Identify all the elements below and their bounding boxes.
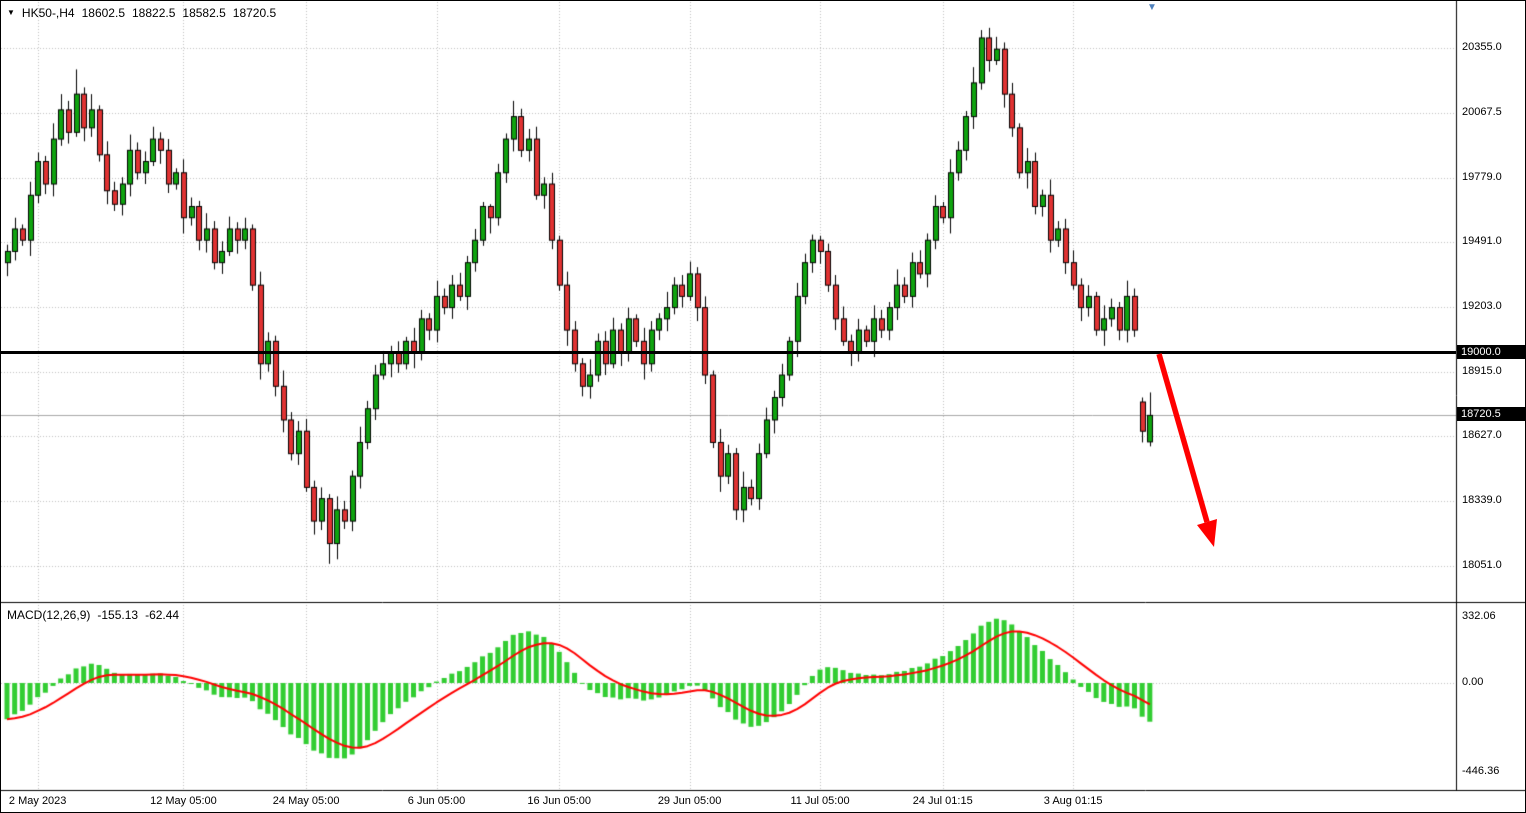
chart-shift-marker-icon: ▼ (1147, 2, 1157, 13)
high-value: 18822.5 (132, 6, 176, 20)
macd-main-value: -155.13 (97, 608, 139, 622)
price-tick-label: 18339.0 (1462, 494, 1502, 507)
close-value: 18720.5 (232, 6, 277, 20)
macd-axis-label: -446.36 (1462, 765, 1500, 778)
price-tick-label: 18051.0 (1462, 558, 1502, 571)
current-price-badge: 18720.5 (1457, 407, 1525, 422)
time-axis-label: 16 Jun 05:00 (527, 795, 592, 807)
macd-signal-value: -62.44 (145, 608, 180, 622)
horizontal-line-annotation[interactable] (1, 351, 1456, 355)
time-axis-label: 6 Jun 05:00 (407, 795, 466, 807)
price-tick-label: 19491.0 (1462, 235, 1502, 248)
price-tick-label: 20067.5 (1462, 105, 1502, 118)
macd-indicator-header: MACD(12,26,9) -155.13 -62.44 (7, 608, 179, 622)
time-axis-label: 24 Jul 01:15 (912, 795, 973, 807)
price-tick-label: 18915.0 (1462, 364, 1502, 377)
time-axis-label: 2 May 2023 (8, 795, 67, 807)
ohlc-toggle-icon[interactable]: ▼ (7, 8, 15, 17)
time-axis-label: 29 Jun 05:00 (657, 795, 722, 807)
open-value: 18602.5 (81, 6, 125, 20)
hline-price-badge: 19000.0 (1457, 344, 1525, 359)
price-tick-label: 19779.0 (1462, 170, 1502, 183)
price-tick-label: 20355.0 (1462, 41, 1502, 54)
chart-header: ▼ HK50-,H4 18602.5 18822.5 18582.5 18720… (7, 6, 276, 20)
price-tick-label: 18627.0 (1462, 429, 1502, 442)
time-axis-label: 3 Aug 01:15 (1043, 795, 1103, 807)
macd-axis-label: 0.00 (1462, 676, 1484, 688)
time-axis-label: 12 May 05:00 (150, 795, 217, 807)
macd-label: MACD(12,26,9) (7, 608, 91, 622)
price-tick-label: 19203.0 (1462, 299, 1502, 312)
low-value: 18582.5 (182, 6, 226, 20)
macd-axis-label: 332.06 (1462, 609, 1496, 622)
symbol-period-label: HK50-,H4 (21, 6, 75, 20)
time-axis-label: 11 Jul 05:00 (790, 795, 850, 807)
time-axis-label: 24 May 05:00 (272, 795, 340, 807)
